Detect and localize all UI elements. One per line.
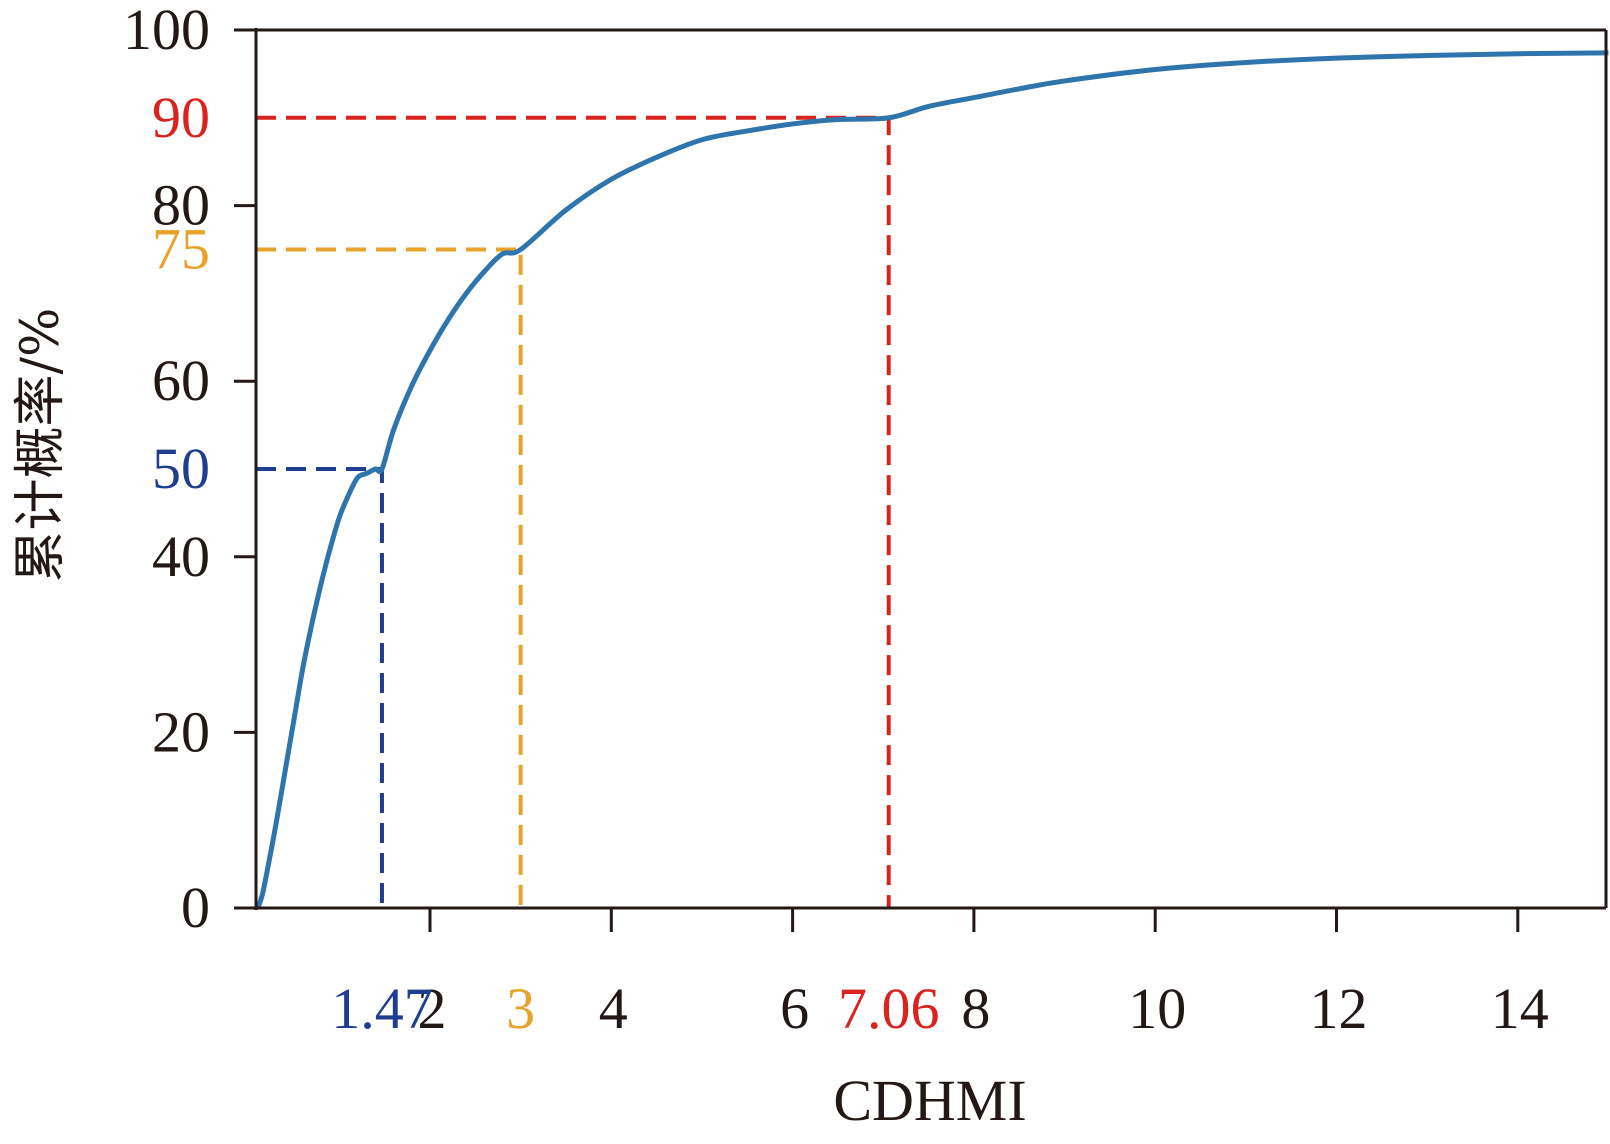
- reference-line-p90: [256, 115, 891, 908]
- x-axis-title: CDHMI: [833, 1068, 1026, 1133]
- y-tick-label: 0: [181, 875, 210, 940]
- reference-x-label-p90: 7.06: [838, 976, 940, 1041]
- x-tick-label: 14: [1491, 976, 1549, 1041]
- y-tick-label: 60: [152, 348, 210, 413]
- x-tick-label: 4: [599, 976, 628, 1041]
- reference-x-label-p50: 1.47: [331, 976, 433, 1041]
- x-tick-label: 6: [780, 976, 809, 1041]
- reference-y-label-p75: 75: [152, 217, 210, 282]
- tick-labels: 0 20 40 60 80 100 2 4 6 8 10 12 14 50 1.47 75 3 90 7.06: [123, 0, 1549, 1041]
- y-tick-label: 20: [152, 699, 210, 764]
- reference-line-p75: [256, 247, 523, 908]
- axes: [234, 28, 1608, 932]
- reference-y-label-p50: 50: [152, 436, 210, 501]
- x-tick-label: 12: [1310, 976, 1368, 1041]
- reference-x-label-p75: 3: [506, 976, 535, 1041]
- y-axis-title: 累计概率/%: [11, 308, 71, 583]
- x-tick-label: 10: [1128, 976, 1186, 1041]
- reference-y-label-p90: 90: [152, 85, 210, 150]
- x-tick-label: 2: [418, 976, 447, 1041]
- reference-lines: [256, 115, 891, 908]
- y-tick-label: 40: [152, 524, 210, 589]
- x-tick-label: 8: [961, 976, 990, 1041]
- cumulative-curve: [255, 50, 1609, 909]
- y-tick-label: 100: [123, 0, 210, 62]
- y-tick-label: 80: [152, 173, 210, 238]
